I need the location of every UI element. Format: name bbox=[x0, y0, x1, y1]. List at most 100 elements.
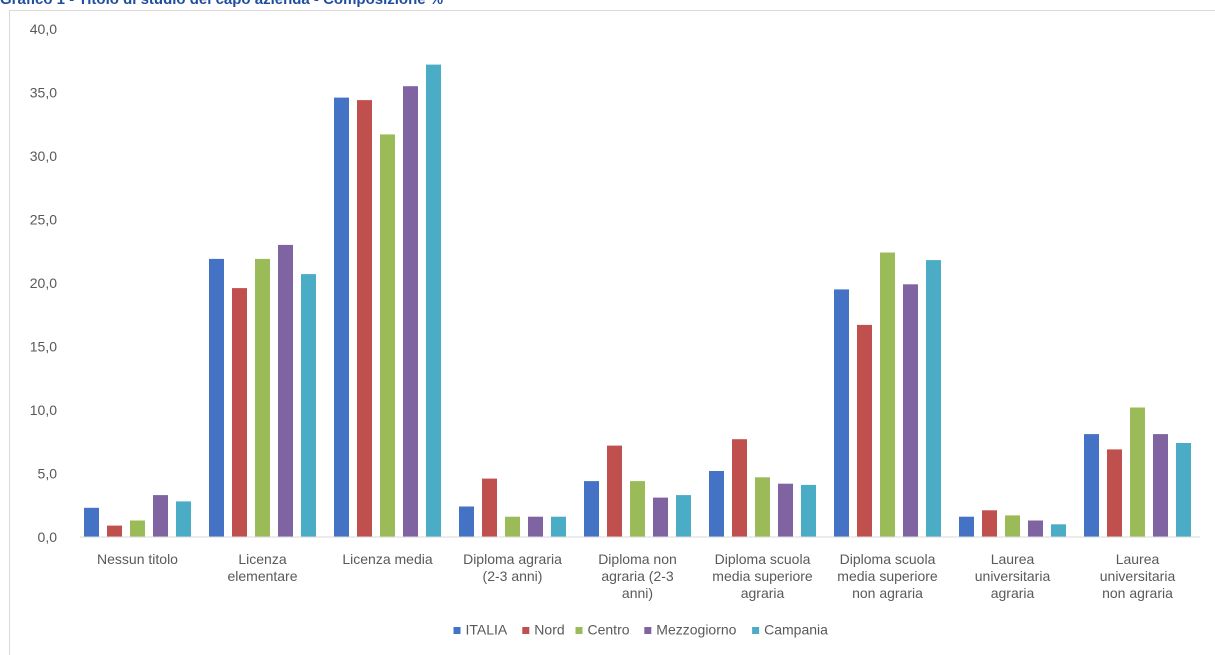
legend: ITALIA Nord Centro Mezzogiorno Campania bbox=[453, 622, 828, 638]
bar-centro-8 bbox=[1130, 407, 1145, 537]
bar-centro-4 bbox=[630, 481, 645, 537]
y-tick-label: 30,0 bbox=[30, 148, 57, 164]
x-tick-label-line: Diploma agraria bbox=[463, 551, 562, 567]
y-tick-label: 40,0 bbox=[30, 21, 57, 37]
bar-nord-0 bbox=[107, 525, 122, 537]
bar-centro-3 bbox=[505, 516, 520, 537]
bar-italia-3 bbox=[459, 506, 474, 537]
bar-centro-6 bbox=[880, 252, 895, 537]
x-tick-label-line: agraria bbox=[991, 585, 1035, 601]
x-tick-label-line: Laurea bbox=[1116, 551, 1160, 567]
bar-italia-4 bbox=[584, 481, 599, 537]
x-tick-label: Nessun titolo bbox=[97, 551, 178, 567]
chart-frame bbox=[9, 10, 1215, 655]
x-tick-label-line: Laurea bbox=[991, 551, 1035, 567]
bar-campania-6 bbox=[926, 260, 941, 537]
legend-swatch-italia bbox=[453, 627, 461, 634]
x-tick-label: Licenza elementare bbox=[227, 551, 297, 584]
x-tick-label-line: Diploma scuola bbox=[840, 551, 936, 567]
x-tick-label-line: media superiore bbox=[712, 568, 813, 584]
y-tick-label: 20,0 bbox=[30, 275, 57, 291]
bar-mezzogiorno-8 bbox=[1153, 434, 1168, 537]
x-tick-label-line: Nessun titolo bbox=[97, 551, 178, 567]
bar-mezzogiorno-4 bbox=[653, 497, 668, 537]
x-tick-label-line: non agraria bbox=[1102, 585, 1173, 601]
bar-mezzogiorno-3 bbox=[528, 516, 543, 537]
x-tick-label-line: Licenza bbox=[238, 551, 286, 567]
bar-nord-5 bbox=[732, 439, 747, 537]
legend-label: Nord bbox=[534, 622, 564, 638]
legend-swatch-campania bbox=[752, 627, 760, 634]
x-tick-label-line: media superiore bbox=[837, 568, 938, 584]
bar-nord-2 bbox=[357, 100, 372, 537]
x-tick-label-line: agraria bbox=[741, 585, 785, 601]
y-tick-label: 10,0 bbox=[30, 402, 57, 418]
bar-centro-2 bbox=[380, 134, 395, 537]
x-tick-label-line: universitaria bbox=[975, 568, 1051, 584]
bar-campania-2 bbox=[426, 64, 441, 537]
bar-italia-0 bbox=[84, 507, 99, 537]
bar-italia-6 bbox=[834, 289, 849, 537]
y-tick-label: 25,0 bbox=[30, 212, 57, 228]
legend-swatch-nord bbox=[522, 627, 530, 634]
bar-nord-7 bbox=[982, 510, 997, 537]
y-tick-label: 0,0 bbox=[38, 529, 58, 545]
bar-centro-5 bbox=[755, 477, 770, 537]
legend-label: ITALIA bbox=[466, 622, 508, 638]
bar-nord-6 bbox=[857, 324, 872, 537]
y-tick-label: 15,0 bbox=[30, 339, 57, 355]
legend-swatch-mezzogiorno bbox=[644, 627, 652, 634]
x-tick-label: Diploma agraria (2-3 anni) bbox=[463, 551, 562, 584]
legend-label: Campania bbox=[764, 622, 828, 638]
x-tick-label-line: Diploma non bbox=[598, 551, 677, 567]
bar-italia-2 bbox=[334, 97, 349, 537]
bar-campania-1 bbox=[301, 274, 316, 537]
y-tick-label: 35,0 bbox=[30, 85, 57, 101]
bar-centro-7 bbox=[1005, 515, 1020, 537]
bar-campania-0 bbox=[176, 501, 191, 537]
chart-title: Grafico 1 - Titolo di studio del capo az… bbox=[0, 0, 443, 8]
x-tick-label: Diploma non agraria (2-3 anni) bbox=[598, 551, 677, 601]
bar-italia-5 bbox=[709, 471, 724, 537]
x-tick-label-line: non agraria bbox=[852, 585, 923, 601]
legend-label: Mezzogiorno bbox=[656, 622, 736, 638]
x-tick-label: Diploma scuola media superiore non agraria bbox=[837, 551, 938, 601]
x-tick-label: Laurea universitaria agraria bbox=[975, 551, 1051, 601]
bar-campania-5 bbox=[801, 484, 816, 537]
legend-label: Centro bbox=[588, 622, 630, 638]
bar-mezzogiorno-2 bbox=[403, 86, 418, 537]
bar-nord-8 bbox=[1107, 449, 1122, 537]
x-tick-label-line: anni) bbox=[622, 585, 653, 601]
bar-mezzogiorno-5 bbox=[778, 483, 793, 537]
x-tick-label-line: Diploma scuola bbox=[715, 551, 811, 567]
bar-nord-4 bbox=[607, 445, 622, 537]
x-tick-label-line: Licenza media bbox=[342, 551, 432, 567]
bar-italia-1 bbox=[209, 258, 224, 537]
x-tick-label: Licenza media bbox=[342, 551, 432, 567]
bar-campania-4 bbox=[676, 495, 691, 537]
x-tick-label-line: (2-3 anni) bbox=[483, 568, 543, 584]
y-axis: 0,0 5,0 10,0 15,0 20,0 25,0 30,0 35,0 40,0 bbox=[30, 21, 57, 545]
bar-mezzogiorno-7 bbox=[1028, 520, 1043, 537]
bar-mezzogiorno-6 bbox=[903, 284, 918, 537]
x-tick-label: Laurea universitaria non agraria bbox=[1100, 551, 1176, 601]
bar-centro-0 bbox=[130, 520, 145, 537]
bar-campania-7 bbox=[1051, 524, 1066, 537]
bar-centro-1 bbox=[255, 258, 270, 537]
bar-group bbox=[84, 64, 1191, 537]
bar-nord-1 bbox=[232, 288, 247, 537]
bar-nord-3 bbox=[482, 478, 497, 537]
bar-campania-3 bbox=[551, 516, 566, 537]
x-tick-label-line: universitaria bbox=[1100, 568, 1176, 584]
x-tick-label-line: agraria (2-3 bbox=[601, 568, 674, 584]
bar-campania-8 bbox=[1176, 443, 1191, 537]
y-tick-label: 5,0 bbox=[38, 466, 58, 482]
x-tick-label: Diploma scuola media superiore agraria bbox=[712, 551, 813, 601]
bar-italia-7 bbox=[959, 516, 974, 537]
bar-mezzogiorno-0 bbox=[153, 495, 168, 537]
bar-mezzogiorno-1 bbox=[278, 244, 293, 537]
x-tick-label-line: elementare bbox=[227, 568, 297, 584]
bar-italia-8 bbox=[1084, 434, 1099, 537]
